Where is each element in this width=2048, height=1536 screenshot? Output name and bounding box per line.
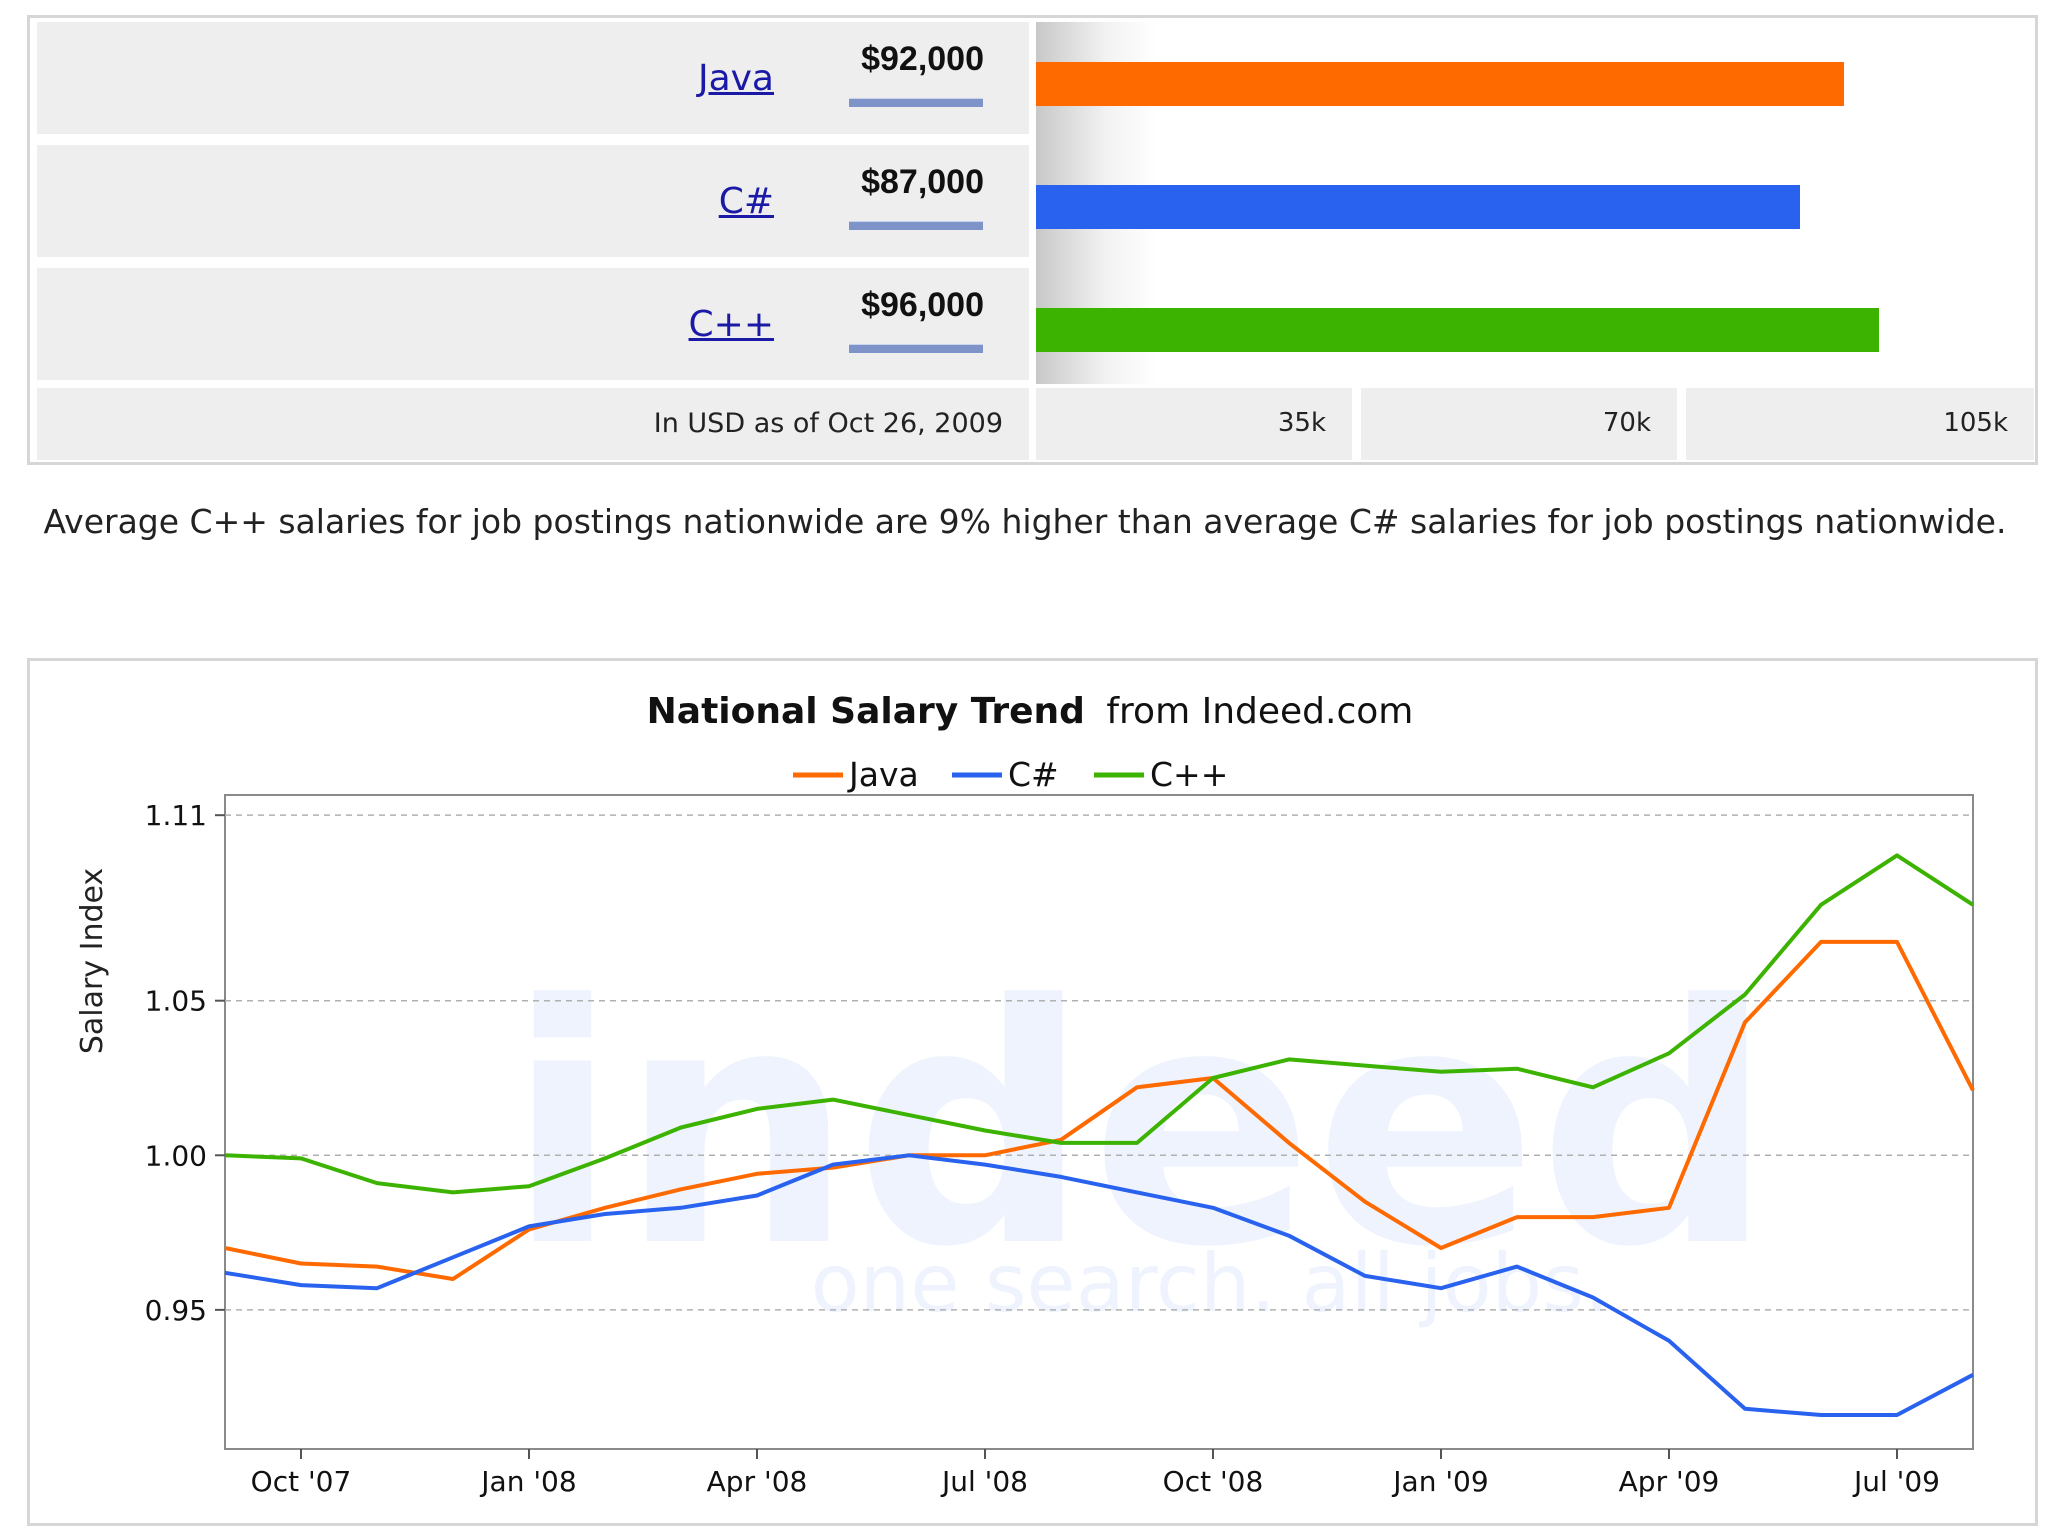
- salary-value-label: $92,000: [861, 40, 984, 78]
- x-tick-label: Oct '07: [251, 1465, 352, 1498]
- bar-axis-tick-label: 35k: [1277, 408, 1326, 438]
- salary-trend-chart: indeed one search. all jobs. National Sa…: [75, 691, 1975, 1498]
- salary-value-label: $96,000: [861, 286, 984, 324]
- x-tick-label: Oct '08: [1163, 1465, 1264, 1498]
- salary-comparison-text: Average C++ salaries for job postings na…: [43, 502, 2007, 541]
- language-link[interactable]: Java: [697, 58, 774, 99]
- x-tick-label: Jan '09: [1391, 1465, 1488, 1498]
- salary-bar: [1036, 185, 1801, 229]
- salary-row-2: C++ $96,000: [37, 268, 1029, 380]
- x-tick-label: Apr '09: [1619, 1465, 1720, 1498]
- bar-axis-tick-label: 105k: [1943, 408, 2008, 438]
- y-axis-label: Salary Index: [75, 868, 110, 1054]
- trend-series-lines: [224, 853, 1975, 1417]
- trend-legend: Java C# C++: [793, 755, 1228, 794]
- language-link[interactable]: C#: [718, 181, 774, 222]
- series-line-1: [224, 1153, 1974, 1417]
- y-tick-label: 1.00: [145, 1139, 207, 1172]
- bar-axis-tick-cell: 105k: [1686, 388, 2034, 460]
- salary-row-0: Java $92,000: [37, 22, 1029, 134]
- y-tick-label: 1.11: [145, 799, 207, 832]
- salary-bar-plot-area: [1036, 22, 2034, 384]
- bar-axis-tick-cell: 35k: [1036, 388, 1352, 460]
- x-tick-label: Jul '08: [940, 1465, 1028, 1498]
- currency-footnote: In USD as of Oct 26, 2009: [653, 408, 1003, 439]
- legend-label: C++: [1150, 755, 1228, 794]
- plot-frame: [224, 794, 1974, 1450]
- series-line-2: [224, 853, 1975, 1195]
- salary-value-label: $87,000: [861, 163, 984, 201]
- salary-comparison-panel: Java $92,000 C# $87,000 C++ $96,000 In USD as…: [27, 15, 2038, 465]
- x-tick-label: Jul '09: [1852, 1465, 1940, 1498]
- currency-footnote-cell: In USD as of Oct 26, 2009: [37, 388, 1029, 460]
- x-tick-label: Jan '08: [479, 1465, 576, 1498]
- salary-value-underline: [849, 221, 983, 230]
- trend-title-bold: National Salary Trend: [647, 691, 1085, 732]
- salary-value-underline: [849, 98, 983, 107]
- trend-chart-title: National Salary Trend from Indeed.com: [647, 691, 1414, 732]
- y-tick-label: 1.05: [145, 985, 207, 1018]
- trend-title-rest: from Indeed.com: [1106, 691, 1413, 732]
- y-tick-label: 0.95: [145, 1294, 207, 1327]
- watermark-main: indeed: [506, 935, 1774, 1319]
- trend-x-axis: Oct '07 Jan '08 Apr '08 Jul '08 Oct '08 Jan '…: [251, 1449, 1940, 1498]
- legend-label: Java: [847, 755, 919, 794]
- trend-gridlines: [224, 794, 1974, 1450]
- salary-trend-panel: indeed one search. all jobs. National Sa…: [27, 658, 2038, 1526]
- bar-axis-tick-cell: 70k: [1361, 388, 1677, 460]
- x-tick-label: Apr '08: [707, 1465, 808, 1498]
- salary-row-1: C# $87,000: [37, 145, 1029, 257]
- language-link[interactable]: C++: [688, 304, 774, 345]
- series-line-0: [224, 939, 1975, 1281]
- legend-label: C#: [1008, 755, 1059, 794]
- salary-value-underline: [849, 344, 983, 353]
- salary-bar: [1036, 308, 1880, 352]
- salary-bar: [1036, 62, 1844, 106]
- indeed-watermark: indeed one search. all jobs.: [506, 935, 1774, 1330]
- bar-axis-tick-label: 70k: [1602, 408, 1651, 438]
- trend-y-axis: 0.95 1.00 1.05 1.11: [145, 799, 225, 1327]
- watermark-sub: one search. all jobs.: [811, 1237, 1610, 1330]
